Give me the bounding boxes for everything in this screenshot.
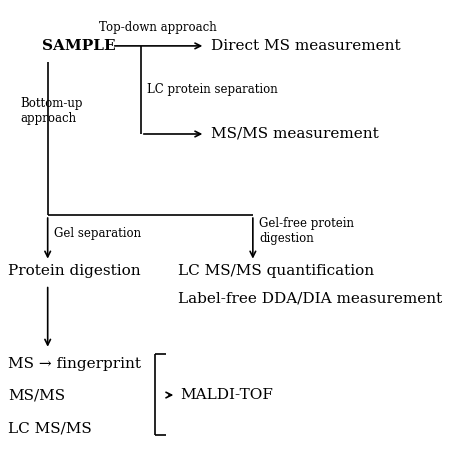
- Text: LC MS/MS: LC MS/MS: [9, 421, 92, 436]
- Text: Top-down approach: Top-down approach: [99, 21, 217, 34]
- Text: SAMPLE: SAMPLE: [42, 39, 116, 53]
- Text: MS → fingerprint: MS → fingerprint: [9, 356, 141, 371]
- Text: Bottom-up
approach: Bottom-up approach: [21, 97, 83, 125]
- Text: MS/MS: MS/MS: [9, 389, 65, 403]
- Text: Label-free DDA/DIA measurement: Label-free DDA/DIA measurement: [178, 292, 443, 305]
- Text: MS/MS measurement: MS/MS measurement: [211, 127, 379, 141]
- Text: MALDI-TOF: MALDI-TOF: [180, 388, 273, 402]
- Text: LC MS/MS quantification: LC MS/MS quantification: [178, 264, 374, 278]
- Text: Protein digestion: Protein digestion: [9, 264, 141, 278]
- Text: Gel separation: Gel separation: [54, 227, 141, 240]
- Text: Direct MS measurement: Direct MS measurement: [211, 39, 401, 53]
- Text: Gel-free protein
digestion: Gel-free protein digestion: [259, 218, 354, 245]
- Text: LC protein separation: LC protein separation: [147, 84, 278, 96]
